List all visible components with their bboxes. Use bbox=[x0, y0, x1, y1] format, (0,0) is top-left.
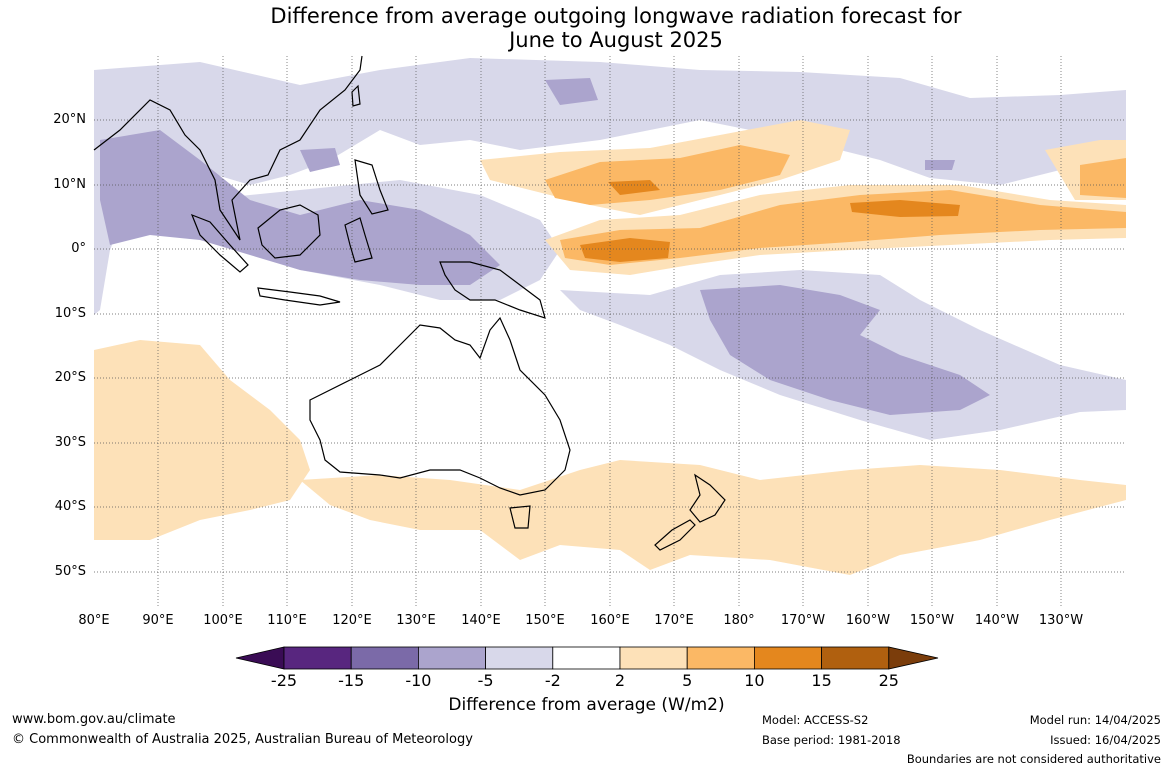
anomaly-dark-orange-equator bbox=[580, 238, 670, 262]
title-line-1: Difference from average outgoing longwav… bbox=[270, 4, 962, 28]
borneo-coastline bbox=[257, 204, 321, 259]
footer-url[interactable]: www.bom.gov.au/climate bbox=[12, 712, 176, 727]
colorbar-segment bbox=[686, 646, 755, 670]
new-zealand-coastline bbox=[654, 473, 726, 551]
colorbar bbox=[235, 646, 939, 670]
colorbar-tick-label: -25 bbox=[270, 671, 298, 690]
colorbar-segment bbox=[552, 646, 621, 670]
colorbar-tick-label: 10 bbox=[744, 671, 765, 690]
anomaly-medium-orange-east bbox=[1080, 158, 1126, 198]
anomaly-medium-purple-maritime bbox=[100, 130, 500, 285]
sulawesi-coastline bbox=[344, 217, 373, 263]
anomaly-light-orange-indian bbox=[94, 340, 310, 540]
longitude-label: 140°E bbox=[461, 613, 501, 628]
longitude-label: 180° bbox=[723, 613, 755, 628]
anomaly-dark-orange-north bbox=[608, 180, 660, 195]
longitude-label: 120°E bbox=[332, 613, 372, 628]
tasmania-coastline bbox=[509, 505, 531, 529]
asia-mainland-coastline bbox=[93, 55, 363, 241]
colorbar-segment bbox=[821, 646, 890, 670]
footer-model: Model: ACCESS-S2 bbox=[762, 713, 869, 727]
longitude-label: 150°W bbox=[909, 613, 955, 628]
footer-model-run: Model run: 14/04/2025 bbox=[1029, 713, 1161, 727]
longitude-label: 170°W bbox=[780, 613, 826, 628]
latitude-label: 20°S bbox=[54, 370, 86, 385]
longitude-label: 160°W bbox=[845, 613, 891, 628]
latitude-label: 20°N bbox=[53, 112, 86, 127]
anomaly-medium-orange-equator bbox=[560, 190, 1126, 265]
java-coastline bbox=[257, 287, 341, 306]
colorbar-segment bbox=[485, 646, 554, 670]
colorbar-segment bbox=[283, 646, 352, 670]
latitude-label: 0° bbox=[71, 241, 86, 256]
colorbar-segment bbox=[350, 646, 419, 670]
colorbar-extend-low bbox=[235, 646, 285, 670]
longitude-label: 170°E bbox=[654, 613, 694, 628]
map-title: Difference from average outgoing longwav… bbox=[0, 4, 1173, 52]
colorbar-tick-label: 25 bbox=[878, 671, 899, 690]
colorbar-segment bbox=[619, 646, 688, 670]
sumatra-coastline bbox=[190, 213, 249, 273]
longitude-label: 110°E bbox=[267, 613, 307, 628]
title-line-2: June to August 2025 bbox=[509, 28, 723, 52]
latitude-label: 50°S bbox=[54, 564, 86, 579]
new-guinea-coastline bbox=[439, 261, 546, 319]
anomaly-dark-orange-central bbox=[850, 200, 960, 217]
anomaly-medium-purple-south-pacific bbox=[700, 285, 990, 415]
australia-coastline bbox=[309, 316, 571, 496]
longitude-label: 150°E bbox=[525, 613, 565, 628]
colorbar-tick-label: 5 bbox=[682, 671, 693, 690]
longitude-label: 130°E bbox=[396, 613, 436, 628]
footer-base-period: Base period: 1981-2018 bbox=[762, 733, 901, 747]
colorbar-tick-label: -15 bbox=[338, 671, 365, 690]
colorbar-tick-label: -5 bbox=[477, 671, 494, 690]
longitude-label: 130°W bbox=[1038, 613, 1084, 628]
longitude-label: 80°E bbox=[78, 613, 110, 628]
latitude-label: 10°N bbox=[53, 177, 86, 192]
footer-disclaimer: Boundaries are not considered authoritat… bbox=[906, 752, 1161, 766]
taiwan-coastline bbox=[351, 84, 361, 107]
coastlines bbox=[93, 55, 726, 551]
colorbar-segment bbox=[754, 646, 823, 670]
colorbar-tick-label: 15 bbox=[811, 671, 832, 690]
colorbar-title: Difference from average (W/m2) bbox=[448, 695, 725, 715]
anomaly-light-orange-southern bbox=[300, 460, 1126, 575]
colorbar-tick-label: 2 bbox=[614, 671, 626, 690]
longitude-label: 90°E bbox=[142, 613, 174, 628]
latitude-label: 30°S bbox=[54, 435, 86, 450]
latitude-label: 40°S bbox=[54, 499, 86, 514]
footer-issued: Issued: 16/04/2025 bbox=[1050, 733, 1161, 747]
latitude-label: 10°S bbox=[54, 306, 86, 321]
footer-copyright: © Commonwealth of Australia 2025, Austra… bbox=[12, 732, 473, 747]
colorbar-tick-label: -10 bbox=[405, 671, 432, 690]
longitude-label: 160°E bbox=[590, 613, 630, 628]
philippines-coastline bbox=[354, 159, 389, 215]
colorbar-tick-label: -2 bbox=[544, 671, 561, 690]
colorbar-extend-high bbox=[888, 646, 939, 670]
colorbar-segment bbox=[417, 646, 486, 670]
longitude-label: 100°E bbox=[203, 613, 243, 628]
longitude-label: 140°W bbox=[974, 613, 1020, 628]
anomaly-medium-orange-north bbox=[545, 145, 790, 205]
